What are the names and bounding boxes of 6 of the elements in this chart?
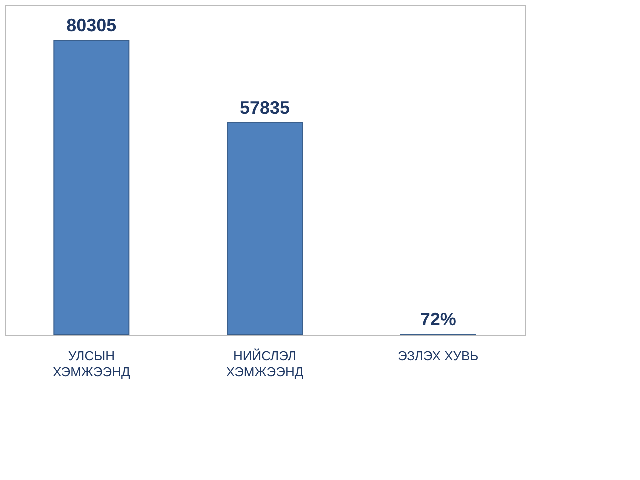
x-tick-label: УЛСЫН ХЭМЖЭЭНД bbox=[53, 348, 130, 380]
x-tick-label: НИЙСЛЭЛ ХЭМЖЭЭНД bbox=[226, 348, 304, 380]
data-label: 72% bbox=[420, 310, 456, 330]
data-label: 80305 bbox=[66, 16, 117, 36]
data-label: 57835 bbox=[240, 98, 290, 118]
x-tick-label: ЭЗЛЭХ ХУВЬ bbox=[398, 348, 479, 364]
